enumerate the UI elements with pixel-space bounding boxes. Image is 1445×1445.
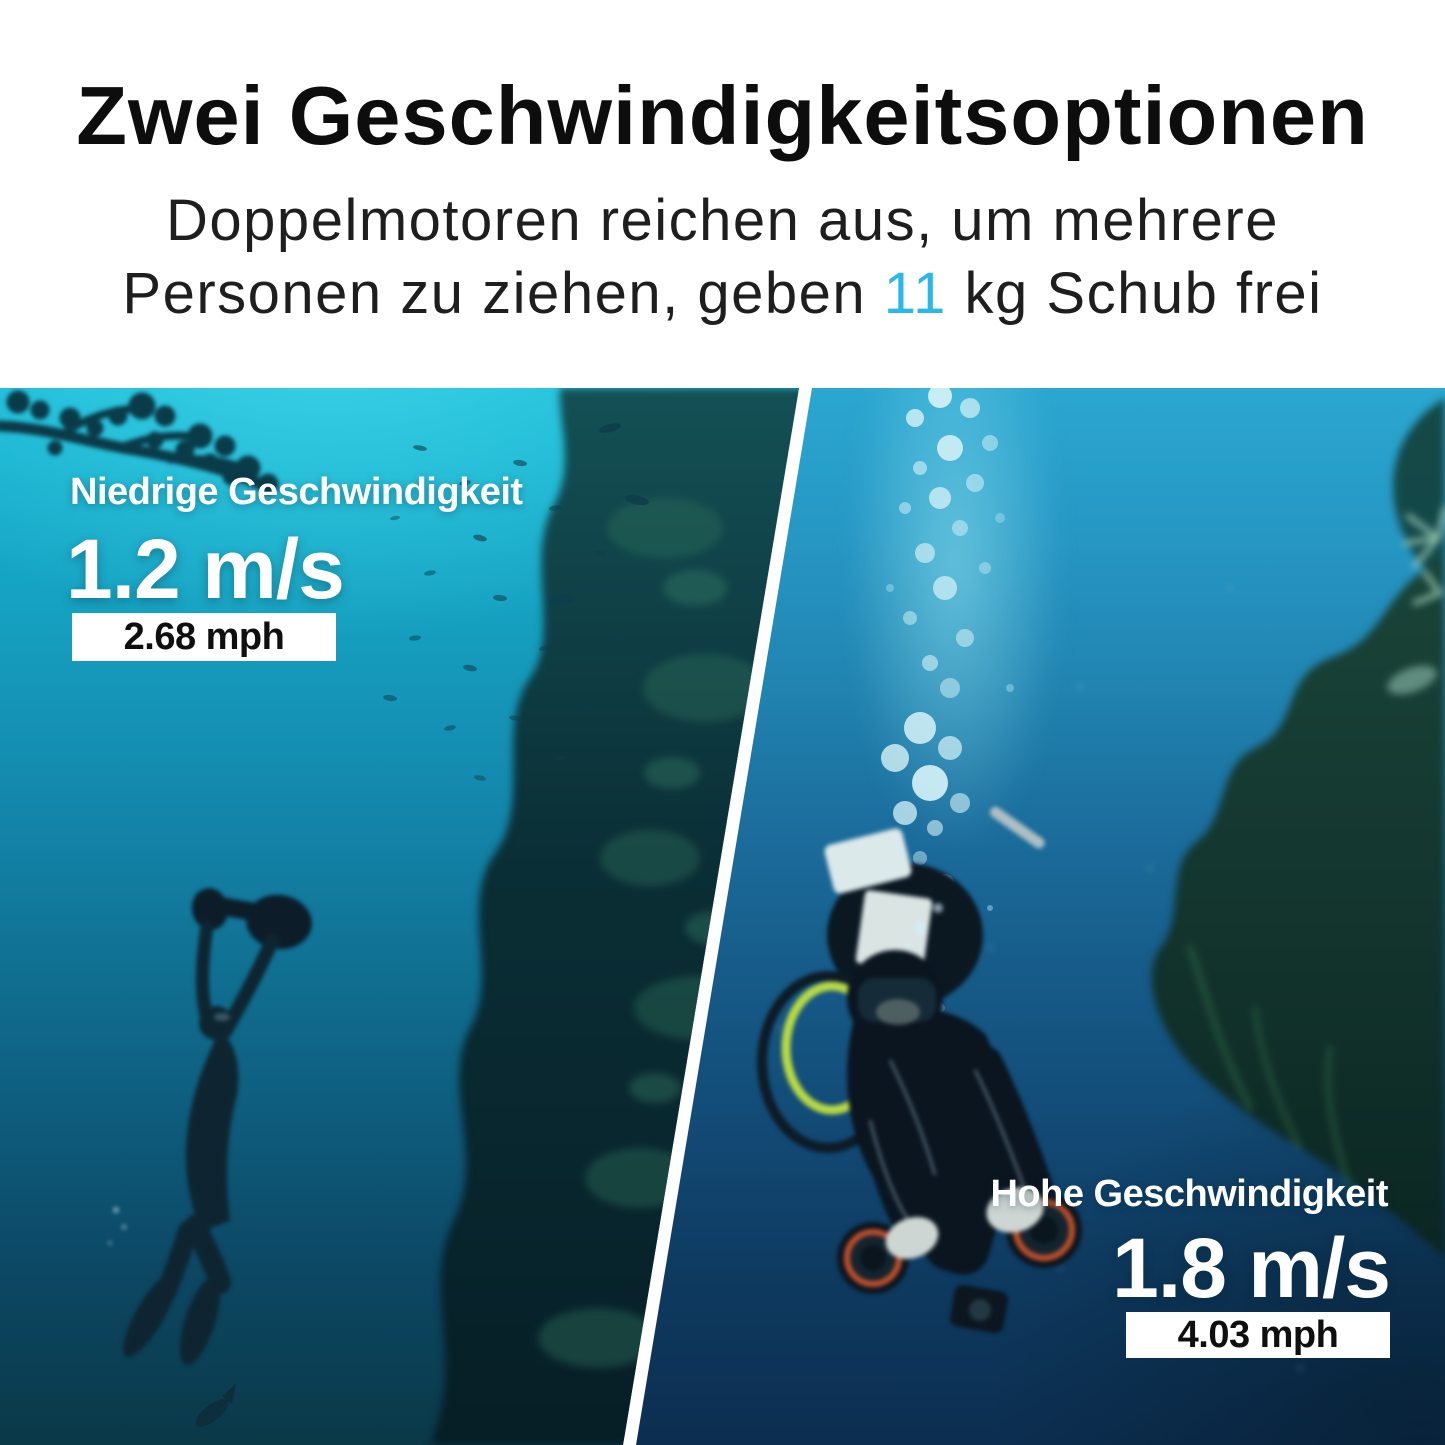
high-speed-value: 1.8 m/s	[1112, 1221, 1391, 1315]
freediver-scooter	[191, 888, 312, 950]
left-glove	[885, 1217, 939, 1259]
subtitle-line2-pre: Personen zu ziehen, geben	[122, 261, 884, 326]
wetsuit-trim	[868, 1059, 1027, 1221]
low-speed-mph: 2.68 mph	[123, 615, 285, 658]
low-speed-mph-box: 2.68 mph	[72, 613, 336, 661]
subtitle-line1: Doppelmotoren reichen aus, um mehrere	[166, 188, 1279, 253]
dive-slate	[824, 828, 912, 894]
page-title: Zwei Geschwindigkeitsoptionen	[76, 69, 1369, 162]
subtitle-line2-post: kg Schub frei	[946, 261, 1323, 326]
freediver-bubbles	[108, 1207, 127, 1245]
small-fish-graphic	[195, 1384, 236, 1427]
header: Zwei Geschwindigkeitsoptionen Doppelmoto…	[0, 0, 1445, 388]
photo-high-speed: Hohe Geschwindigkeit 1.8 m/s 4.03 mph	[636, 388, 1445, 1445]
head-bubbles	[904, 903, 943, 949]
freediver-graphic	[108, 888, 312, 1365]
tank-card	[855, 890, 933, 972]
low-speed-label: Niedrige Geschwindigkeit	[70, 471, 523, 513]
low-speed-value: 1.2 m/s	[66, 522, 345, 616]
high-speed-mph-box: 4.03 mph	[1126, 1312, 1390, 1358]
freediver-body	[123, 920, 279, 1365]
diver-face	[876, 999, 920, 1025]
right-glove	[986, 1187, 1044, 1233]
coral-branch-graphic	[0, 390, 279, 495]
photo-split: Niedrige Geschwindigkeit 1.2 m/s 2.68 mp…	[0, 388, 1445, 1445]
thrust-value: 11	[883, 261, 947, 326]
dive-mask	[214, 1013, 230, 1021]
scuba-diver-graphic	[757, 806, 1082, 1334]
fish-school-graphic	[383, 423, 649, 781]
seaweed-graphic	[778, 398, 1445, 1370]
subtitle-line2: Personen zu ziehen, geben 11 kg Schub fr…	[0, 265, 1445, 323]
high-speed-mph: 4.03 mph	[1177, 1313, 1339, 1356]
antenna	[989, 806, 1045, 849]
high-speed-label: Hohe Geschwindigkeit	[990, 1173, 1388, 1215]
